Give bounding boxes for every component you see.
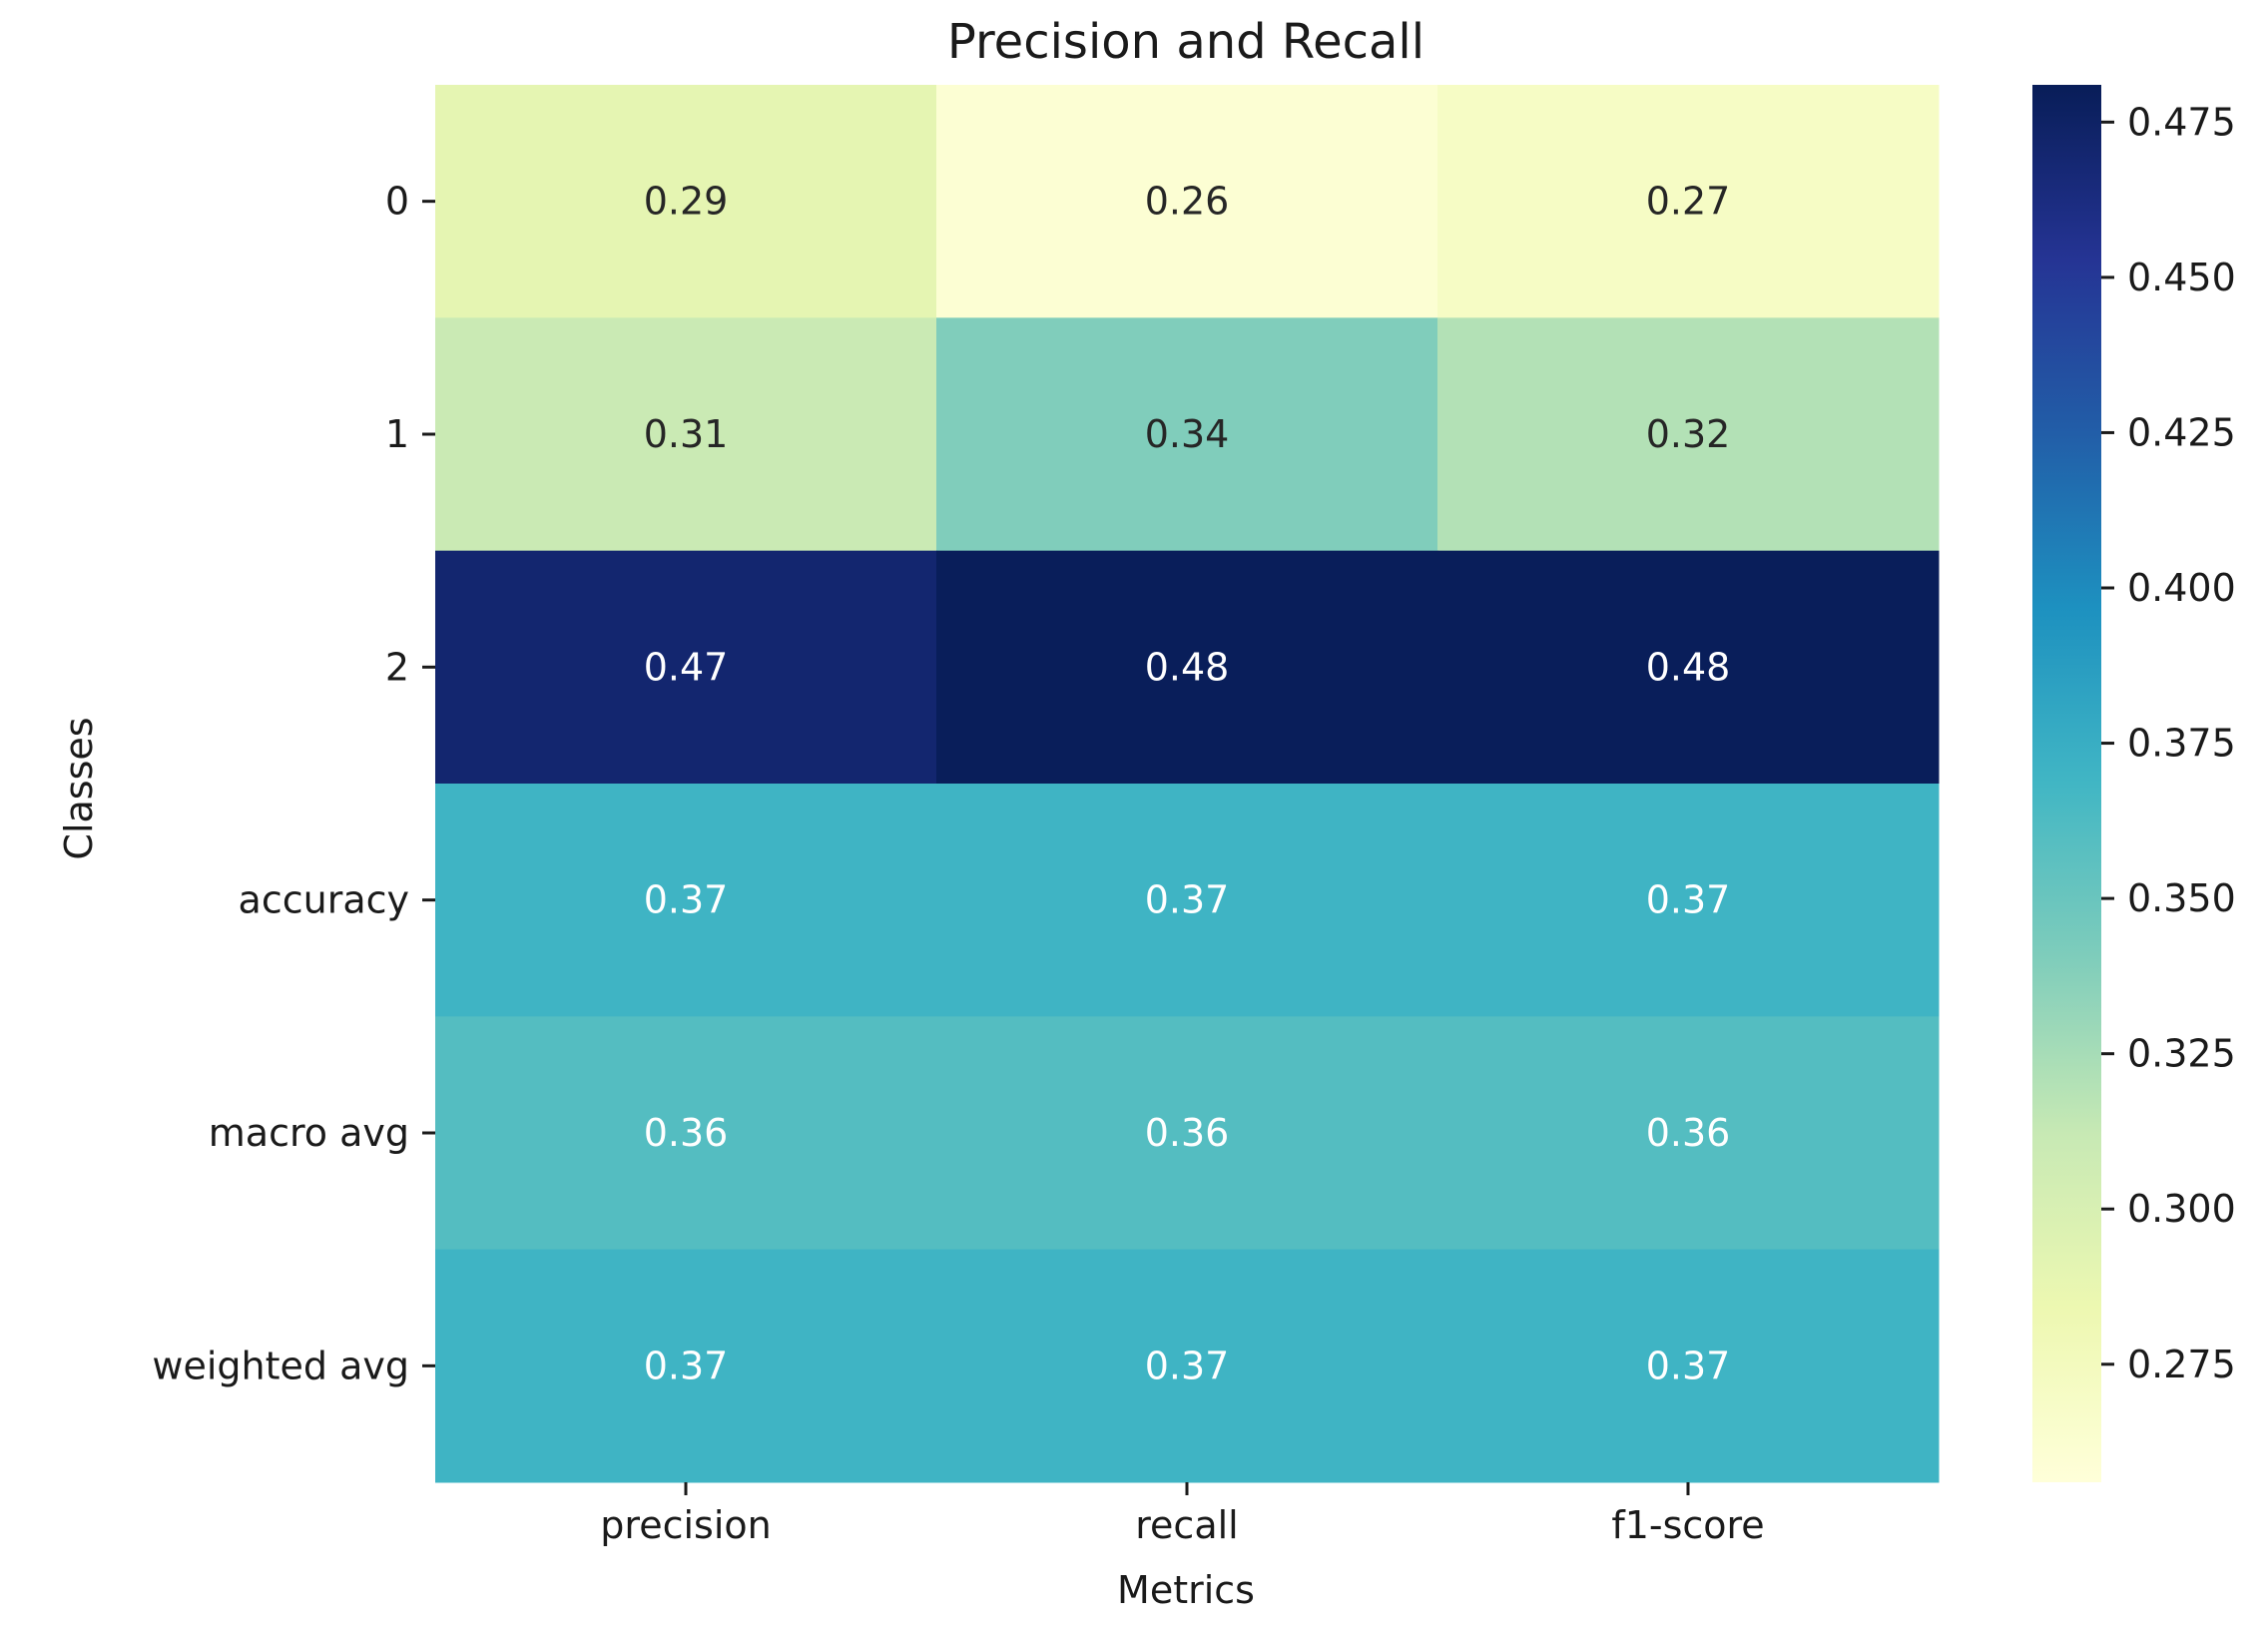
x-axis-label: Metrics — [1117, 1568, 1255, 1612]
cell-value-label: 0.37 — [644, 878, 729, 922]
cell-value-label: 0.37 — [644, 1344, 729, 1387]
cell-value-label: 0.32 — [1646, 412, 1731, 456]
chart-title: Precision and Recall — [947, 14, 1424, 70]
cell-value-label: 0.37 — [1145, 878, 1230, 922]
heatmap-cells — [435, 85, 1940, 1483]
heatmap-cell — [435, 317, 937, 552]
cell-value-label: 0.48 — [1646, 645, 1731, 689]
cell-value-label: 0.26 — [1145, 180, 1230, 224]
heatmap-cell — [936, 1249, 1438, 1483]
colorbar-tick-label: 0.425 — [2127, 410, 2236, 454]
cell-value-label: 0.31 — [644, 412, 729, 456]
heatmap-cell — [936, 550, 1438, 785]
cell-value-label: 0.47 — [644, 645, 729, 689]
cell-value-label: 0.29 — [644, 180, 729, 224]
colorbar-tick-label: 0.325 — [2127, 1032, 2236, 1076]
heatmap-cell — [936, 784, 1438, 1017]
heatmap-cell — [435, 784, 937, 1017]
colorbar-tick-label: 0.350 — [2127, 876, 2236, 920]
y-axis-ticks: 0 1 2 accuracy macro avg weighted avg — [152, 180, 435, 1387]
cell-value-label: 0.48 — [1145, 645, 1230, 689]
x-tick-label: recall — [1135, 1503, 1238, 1547]
heatmap-cell — [435, 1016, 937, 1251]
heatmap-cell — [1437, 550, 1940, 785]
colorbar-tick-label: 0.475 — [2127, 100, 2236, 144]
cell-value-label: 0.34 — [1145, 412, 1230, 456]
y-tick-label: 1 — [385, 412, 409, 456]
heatmap-cell — [435, 1249, 937, 1483]
y-tick-label: accuracy — [239, 878, 409, 922]
heatmap-cell — [936, 1016, 1438, 1251]
y-tick-label: 0 — [385, 180, 409, 224]
y-tick-label: 2 — [385, 645, 409, 689]
x-tick-label: precision — [600, 1503, 771, 1547]
colorbar-ticks: 0.275 0.300 0.325 0.350 0.375 0.400 0.425 0.450… — [2101, 100, 2236, 1386]
heatmap-cell — [1437, 85, 1940, 318]
colorbar-tick-label: 0.450 — [2127, 256, 2236, 299]
colorbar-tick-label: 0.300 — [2127, 1187, 2236, 1231]
x-axis-ticks: precision recall f1-score — [600, 1482, 1765, 1547]
y-tick-label: macro avg — [209, 1111, 409, 1155]
y-tick-label: weighted avg — [152, 1344, 409, 1387]
heatmap-cell — [936, 317, 1438, 552]
colorbar — [2032, 85, 2101, 1482]
colorbar-tick-label: 0.400 — [2127, 566, 2236, 610]
heatmap-cell — [936, 85, 1438, 318]
heatmap-cell — [1437, 1016, 1940, 1251]
cell-value-label: 0.36 — [1646, 1111, 1731, 1155]
colorbar-tick-label: 0.375 — [2127, 722, 2236, 766]
cell-value-label: 0.36 — [1145, 1111, 1230, 1155]
cell-value-label: 0.36 — [644, 1111, 729, 1155]
cell-value-label: 0.37 — [1145, 1344, 1230, 1387]
heatmap-cell — [1437, 1249, 1940, 1483]
cell-value-labels: 0.29 0.26 0.27 0.31 0.34 0.32 0.47 0.48 0.48 0.37… — [644, 180, 1731, 1388]
heatmap-cell — [435, 550, 937, 785]
y-axis-label: Classes — [57, 717, 101, 859]
cell-value-label: 0.37 — [1646, 1344, 1731, 1387]
colorbar-tick-label: 0.275 — [2127, 1343, 2236, 1386]
cell-value-label: 0.37 — [1646, 878, 1731, 922]
heatmap-cell — [435, 85, 937, 318]
heatmap-cell — [1437, 784, 1940, 1017]
x-tick-label: f1-score — [1611, 1503, 1764, 1547]
cell-value-label: 0.27 — [1646, 180, 1731, 224]
heatmap-cell — [1437, 317, 1940, 552]
